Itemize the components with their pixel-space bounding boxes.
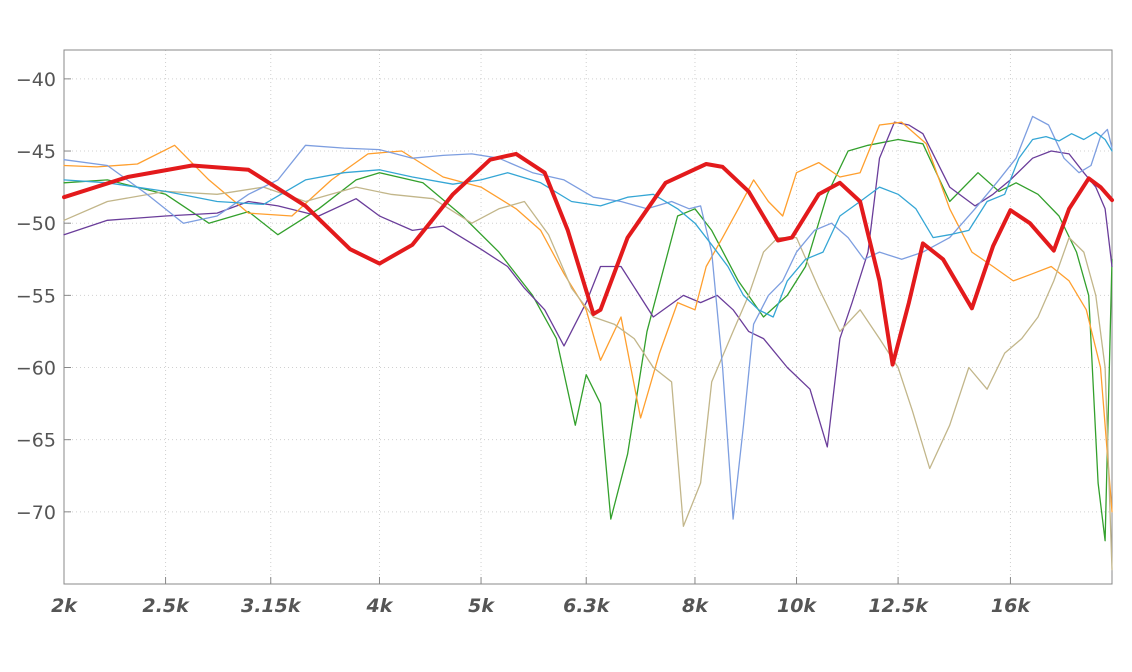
plot-area-frame [63, 49, 1113, 585]
x-tick-label: 5k [468, 595, 495, 617]
series-line-3 [63, 121, 1113, 513]
y-tick-label: −45 [16, 141, 56, 163]
x-tick-label: 3.15k [241, 595, 302, 617]
series-line-1 [63, 138, 1113, 542]
y-tick-label: −55 [16, 285, 56, 307]
y-tick-label: −70 [16, 502, 56, 524]
x-tick-label: 8k [682, 595, 709, 617]
series-line-4 [63, 186, 1113, 571]
y-tick-label: −40 [16, 69, 56, 91]
x-tick-label: 2.5k [142, 595, 190, 617]
series-line-5 [63, 115, 1113, 520]
x-tick-label: 10k [777, 595, 817, 617]
x-tick-label: 6.3k [563, 595, 611, 617]
y-axis-ticks: −40 −45 −50 −55 −60 −65 −70 [16, 69, 71, 524]
x-tick-label: 4k [366, 595, 394, 617]
y-tick-label: −50 [16, 213, 56, 235]
y-tick-label: −60 [16, 358, 56, 380]
series-line-6 [63, 131, 1113, 318]
series-lines [62, 115, 1114, 571]
y-tick-label: −65 [16, 430, 56, 452]
series-line-highlight [62, 151, 1114, 367]
x-axis-ticks: 2k 2.5k 3.15k 4k 5k 6.3k 8k 10k 12.5k 16k [51, 577, 1031, 617]
series-line-2 [63, 121, 1113, 448]
x-tick-label: 16k [991, 595, 1031, 617]
x-tick-label: 2k [51, 595, 78, 617]
x-tick-label: 12.5k [868, 595, 929, 617]
